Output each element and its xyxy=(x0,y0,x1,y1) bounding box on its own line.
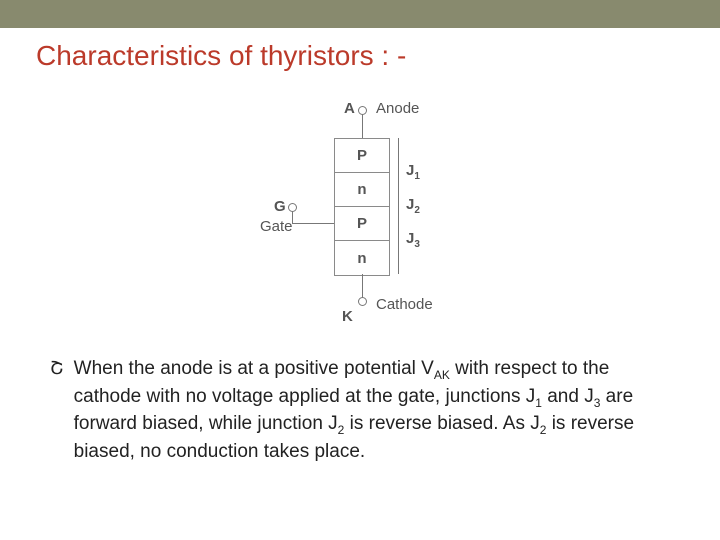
slide-title: Characteristics of thyristors : - xyxy=(0,28,720,72)
layer-p2: P xyxy=(335,207,389,241)
junction-j3-label: J3 xyxy=(406,230,420,250)
cathode-label: Cathode xyxy=(376,296,433,313)
junction-indicator-line xyxy=(398,138,399,274)
gate-label: Gate xyxy=(260,218,293,235)
header-bar xyxy=(0,0,720,28)
anode-lead-line xyxy=(362,114,363,138)
cathode-terminal-icon xyxy=(358,297,367,306)
diagram-area: A Anode P n P n J1 J2 J3 G Gate K Cathod… xyxy=(0,72,720,330)
bullet-icon: Շ xyxy=(50,356,74,381)
paragraph-text: When the anode is at a positive potentia… xyxy=(74,356,674,464)
anode-letter: A xyxy=(344,100,355,117)
layer-n2: n xyxy=(335,241,389,275)
anode-label: Anode xyxy=(376,100,419,117)
junction-j2-label: J2 xyxy=(406,196,420,216)
gate-lead-hline xyxy=(292,223,334,224)
junction-j1-label: J1 xyxy=(406,162,420,182)
anode-terminal-icon xyxy=(358,106,367,115)
cathode-letter: K xyxy=(342,308,353,325)
thyristor-structure-diagram: A Anode P n P n J1 J2 J3 G Gate K Cathod… xyxy=(230,100,490,330)
body-paragraph: Շ When the anode is at a positive potent… xyxy=(0,330,720,464)
layer-n1: n xyxy=(335,173,389,207)
gate-terminal-icon xyxy=(288,203,297,212)
cathode-lead-line xyxy=(362,274,363,298)
pn-layer-stack: P n P n xyxy=(334,138,390,276)
gate-letter: G xyxy=(274,198,286,215)
layer-p1: P xyxy=(335,139,389,173)
